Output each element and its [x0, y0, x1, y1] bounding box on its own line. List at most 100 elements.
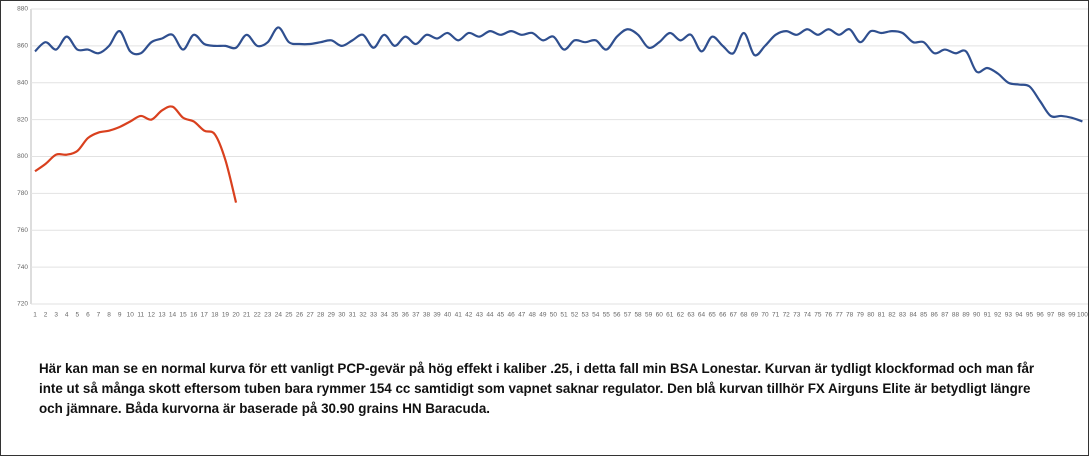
x-tick-label: 59: [645, 312, 653, 319]
x-tick-label: 61: [666, 312, 674, 319]
x-tick-label: 29: [328, 312, 336, 319]
x-tick-label: 37: [412, 312, 420, 319]
x-tick-label: 93: [1005, 312, 1013, 319]
x-tick-label: 89: [962, 312, 970, 319]
x-tick-label: 17: [201, 312, 209, 319]
x-tick-label: 69: [751, 312, 759, 319]
x-tick-label: 50: [550, 312, 558, 319]
x-tick-label: 27: [306, 312, 314, 319]
x-tick-label: 4: [65, 312, 69, 319]
x-tick-label: 87: [941, 312, 949, 319]
x-tick-label: 11: [137, 312, 144, 319]
x-tick-label: 73: [793, 312, 801, 319]
x-tick-label: 30: [338, 312, 346, 319]
x-tick-label: 79: [857, 312, 865, 319]
x-tick-label: 78: [846, 312, 854, 319]
x-tick-label: 86: [931, 312, 939, 319]
y-tick-label: 740: [17, 264, 28, 271]
x-tick-label: 58: [634, 312, 642, 319]
x-tick-label: 53: [582, 312, 590, 319]
x-tick-label: 47: [518, 312, 526, 319]
x-tick-label: 19: [222, 312, 230, 319]
y-tick-label: 880: [17, 6, 28, 13]
x-tick-label: 51: [560, 312, 568, 319]
x-tick-label: 80: [867, 312, 875, 319]
x-tick-label: 54: [592, 312, 600, 319]
x-tick-label: 9: [118, 312, 122, 319]
x-tick-label: 95: [1026, 312, 1034, 319]
x-tick-label: 38: [423, 312, 431, 319]
x-tick-label: 8: [107, 312, 111, 319]
x-tick-label: 75: [814, 312, 822, 319]
y-tick-label: 800: [17, 153, 28, 160]
x-tick-label: 5: [76, 312, 80, 319]
x-tick-label: 57: [624, 312, 632, 319]
x-tick-label: 26: [296, 312, 304, 319]
x-tick-label: 7: [97, 312, 101, 319]
x-tick-label: 88: [952, 312, 960, 319]
x-tick-label: 34: [381, 312, 389, 319]
x-tick-label: 94: [1015, 312, 1023, 319]
x-tick-label: 99: [1068, 312, 1076, 319]
y-tick-label: 760: [17, 227, 28, 234]
x-tick-label: 16: [190, 312, 198, 319]
x-tick-label: 67: [730, 312, 738, 319]
x-tick-label: 6: [86, 312, 90, 319]
x-tick-label: 49: [539, 312, 547, 319]
x-tick-label: 20: [232, 312, 240, 319]
x-tick-label: 15: [180, 312, 188, 319]
x-tick-label: 33: [370, 312, 378, 319]
x-tick-label: 3: [54, 312, 58, 319]
x-tick-label: 23: [264, 312, 272, 319]
series-line: [34, 105, 238, 203]
x-tick-label: 76: [825, 312, 833, 319]
y-tick-label: 840: [17, 79, 28, 86]
x-tick-label: 74: [804, 312, 812, 319]
x-tick-label: 96: [1036, 312, 1044, 319]
x-tick-label: 77: [835, 312, 843, 319]
x-tick-label: 21: [243, 312, 251, 319]
x-tick-label: 28: [317, 312, 325, 319]
x-tick-label: 1: [33, 312, 37, 319]
x-tick-label: 35: [391, 312, 399, 319]
y-tick-label: 860: [17, 43, 28, 50]
x-tick-label: 83: [899, 312, 907, 319]
x-tick-label: 63: [687, 312, 695, 319]
x-tick-label: 18: [211, 312, 219, 319]
series-line: [34, 26, 1083, 123]
x-tick-label: 46: [507, 312, 515, 319]
x-tick-label: 70: [761, 312, 769, 319]
x-tick-label: 62: [677, 312, 685, 319]
y-tick-label: 720: [17, 301, 28, 308]
x-tick-label: 31: [349, 312, 357, 319]
x-tick-label: 81: [878, 312, 886, 319]
x-tick-label: 90: [973, 312, 981, 319]
x-tick-label: 91: [984, 312, 992, 319]
x-tick-label: 2: [44, 312, 48, 319]
x-tick-label: 13: [158, 312, 166, 319]
x-tick-label: 25: [285, 312, 293, 319]
x-tick-label: 32: [359, 312, 367, 319]
x-tick-label: 55: [603, 312, 611, 319]
x-tick-label: 82: [888, 312, 896, 319]
x-tick-label: 22: [254, 312, 262, 319]
x-tick-label: 48: [529, 312, 537, 319]
x-tick-label: 68: [740, 312, 748, 319]
x-tick-label: 45: [497, 312, 505, 319]
x-tick-label: 14: [169, 312, 177, 319]
x-tick-label: 40: [444, 312, 452, 319]
x-tick-label: 98: [1058, 312, 1066, 319]
x-tick-label: 52: [571, 312, 579, 319]
y-tick-label: 820: [17, 116, 28, 123]
x-tick-label: 56: [613, 312, 621, 319]
x-tick-label: 39: [433, 312, 441, 319]
x-tick-label: 97: [1047, 312, 1055, 319]
x-tick-label: 60: [656, 312, 664, 319]
x-tick-label: 72: [783, 312, 791, 319]
x-tick-label: 10: [127, 312, 135, 319]
x-tick-label: 36: [402, 312, 410, 319]
x-tick-label: 84: [910, 312, 918, 319]
y-tick-label: 780: [17, 190, 28, 197]
